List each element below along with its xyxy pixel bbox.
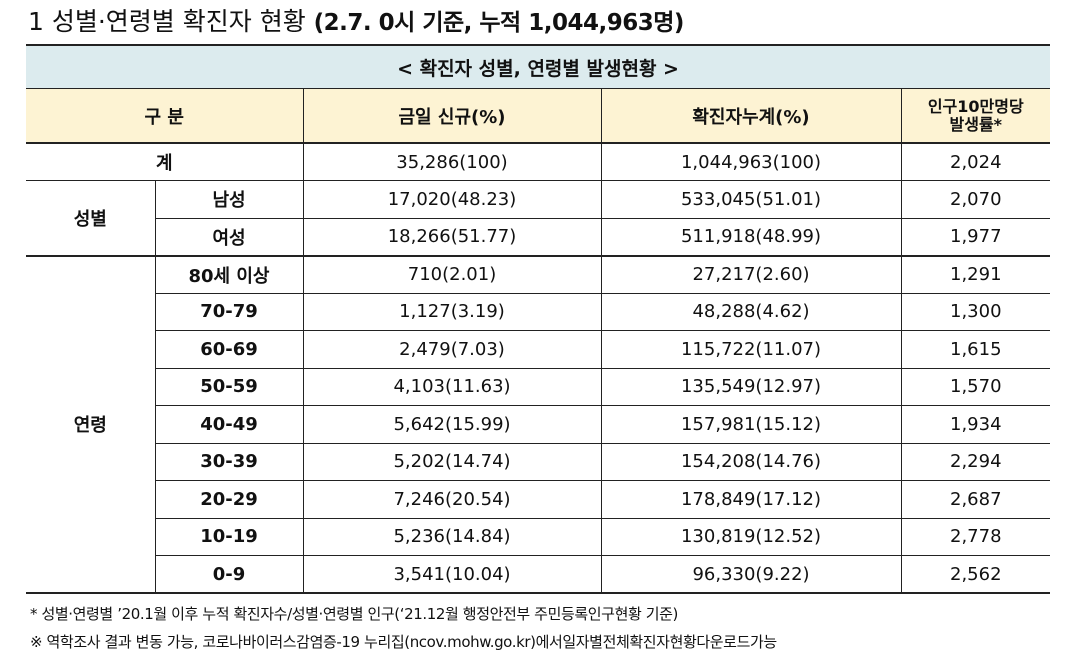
row-label: 20-29 [154, 480, 304, 519]
row-label: 80세 이상 [154, 254, 304, 294]
cell-rate: 1,291 [900, 254, 1051, 294]
header-rate-line2: 발생률* [949, 114, 1003, 134]
cell-cumulative: 27,217(2.60) [600, 254, 902, 294]
cell-rate: 1,977 [900, 217, 1051, 256]
cell-cumulative: 511,918(48.99) [600, 217, 902, 256]
row-label: 60-69 [154, 330, 304, 369]
cell-rate: 2,024 [900, 142, 1051, 181]
table-caption: < 확진자 성별, 연령별 발생현황 > [26, 44, 1051, 89]
cell-rate: 1,300 [900, 292, 1051, 331]
section-number: 1 [28, 7, 44, 36]
table-row-age: 60-69 2,479(7.03) 115,722(11.07) 1,615 [26, 330, 1051, 369]
cell-rate: 2,562 [900, 555, 1051, 594]
row-label: 40-49 [154, 405, 304, 444]
header-rate-line1: 인구10만명당 [927, 96, 1024, 116]
header-cumulative: 확진자누계(%) [600, 88, 902, 144]
table-row-age: 40-49 5,642(15.99) 157,981(15.12) 1,934 [26, 405, 1051, 444]
cell-rate: 2,294 [900, 442, 1051, 481]
table-row-age: 20-29 7,246(20.54) 178,849(17.12) 2,687 [26, 480, 1051, 519]
row-label: 여성 [154, 217, 304, 256]
cell-cumulative: 154,208(14.76) [600, 442, 902, 481]
cell-cumulative: 533,045(51.01) [600, 180, 902, 219]
cell-rate: 1,615 [900, 330, 1051, 369]
row-label: 30-39 [154, 442, 304, 481]
row-label: 50-59 [154, 367, 304, 406]
cell-cumulative: 96,330(9.22) [600, 555, 902, 594]
cell-cumulative: 115,722(11.07) [600, 330, 902, 369]
table-caption-row: < 확진자 성별, 연령별 발생현황 > [26, 44, 1051, 89]
group-label-sex: 성별 [26, 180, 156, 256]
cell-today: 5,202(14.74) [302, 442, 602, 481]
table-row-age: 50-59 4,103(11.63) 135,549(12.97) 1,570 [26, 367, 1051, 406]
row-label: 남성 [154, 180, 304, 219]
header-today: 금일 신규(%) [302, 88, 602, 144]
cell-rate: 2,778 [900, 517, 1051, 556]
cell-today: 3,541(10.04) [302, 555, 602, 594]
cell-cumulative: 48,288(4.62) [600, 292, 902, 331]
cell-today: 5,642(15.99) [302, 405, 602, 444]
table-row-female: 여성 18,266(51.77) 511,918(48.99) 1,977 [26, 217, 1051, 256]
cell-today: 2,479(7.03) [302, 330, 602, 369]
cell-today: 18,266(51.77) [302, 217, 602, 256]
cell-rate: 2,070 [900, 180, 1051, 219]
table-row-age: 10-19 5,236(14.84) 130,819(12.52) 2,778 [26, 517, 1051, 556]
cell-rate: 1,934 [900, 405, 1051, 444]
footnotes: * 성별·연령별 ’20.1월 이후 누적 확진자수/성별·연령별 인구(‘21… [30, 600, 777, 656]
table-row-age: 30-39 5,202(14.74) 154,208(14.76) 2,294 [26, 442, 1051, 481]
row-label-total: 계 [26, 142, 304, 181]
title-main: 성별·연령별 확진자 현황 [51, 7, 306, 36]
confirmed-cases-table: < 확진자 성별, 연령별 발생현황 > 구 분 금일 신규(%) 확진자누계(… [26, 44, 1051, 594]
table-row-age: 0-9 3,541(10.04) 96,330(9.22) 2,562 [26, 555, 1051, 594]
cell-cumulative: 130,819(12.52) [600, 517, 902, 556]
footnote-data-source: ※ 역학조사 결과 변동 가능, 코로나바이러스감염증-19 누리집(ncov.… [30, 633, 777, 651]
cell-today: 7,246(20.54) [302, 480, 602, 519]
table-row-male: 성별 남성 17,020(48.23) 533,045(51.01) 2,070 [26, 180, 1051, 256]
table-row-age: 연령 80세 이상 710(2.01) 27,217(2.60) 1,291 [26, 254, 1051, 594]
cell-today: 710(2.01) [302, 254, 602, 294]
cell-rate: 1,570 [900, 367, 1051, 406]
header-rate: 인구10만명당 발생률* [900, 88, 1051, 144]
table-row-age: 70-79 1,127(3.19) 48,288(4.62) 1,300 [26, 292, 1051, 331]
cell-today: 5,236(14.84) [302, 517, 602, 556]
cell-cumulative: 135,549(12.97) [600, 367, 902, 406]
cell-today: 4,103(11.63) [302, 367, 602, 406]
table-header-row: 구 분 금일 신규(%) 확진자누계(%) 인구10만명당 발생률* [26, 88, 1051, 144]
row-label: 70-79 [154, 292, 304, 331]
group-label-age: 연령 [26, 254, 156, 594]
cell-cumulative: 178,849(17.12) [600, 480, 902, 519]
cell-today: 17,020(48.23) [302, 180, 602, 219]
cell-today: 1,127(3.19) [302, 292, 602, 331]
header-category: 구 분 [26, 88, 304, 144]
table-row-total: 계 35,286(100) 1,044,963(100) 2,024 [26, 142, 1051, 181]
cell-cumulative: 157,981(15.12) [600, 405, 902, 444]
page-title: 1 성별·연령별 확진자 현황 (2.7. 0시 기준, 누적 1,044,96… [28, 4, 684, 40]
title-subtitle: (2.7. 0시 기준, 누적 1,044,963명) [313, 10, 685, 36]
row-label: 0-9 [154, 555, 304, 594]
footnote-population-basis: * 성별·연령별 ’20.1월 이후 누적 확진자수/성별·연령별 인구(‘21… [30, 605, 678, 623]
row-label: 10-19 [154, 517, 304, 556]
cell-cumulative: 1,044,963(100) [600, 142, 902, 181]
cell-today: 35,286(100) [302, 142, 602, 181]
cell-rate: 2,687 [900, 480, 1051, 519]
